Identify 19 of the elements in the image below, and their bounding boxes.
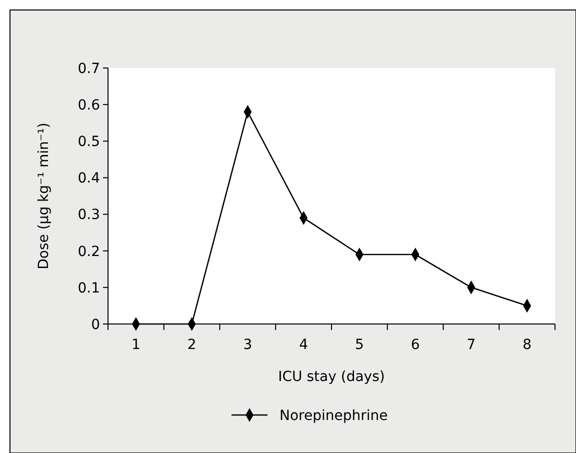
x-tick-label: 1 — [131, 337, 140, 353]
x-tick-label: 2 — [187, 337, 196, 353]
y-axis-title: Dose (μg kg⁻¹ min⁻¹) — [36, 122, 52, 270]
x-tick-label: 7 — [466, 337, 476, 353]
x-tick-label: 6 — [410, 337, 420, 353]
y-tick-label: 0.3 — [78, 207, 100, 224]
x-tick-label: 4 — [299, 337, 308, 353]
y-tick-label: 0.1 — [78, 280, 100, 296]
y-tick-label: 0 — [91, 316, 100, 333]
legend-label: Norepinephrine — [280, 408, 388, 424]
y-tick-label: 0.2 — [78, 244, 100, 260]
y-tick-label: 0.5 — [78, 134, 100, 150]
x-tick-label: 3 — [243, 337, 252, 353]
y-tick-label: 0.7 — [78, 60, 100, 77]
x-tick-label: 8 — [522, 337, 532, 353]
x-tick-label: 5 — [354, 337, 364, 353]
y-tick-label: 0.4 — [78, 170, 100, 187]
x-axis-title: ICU stay (days) — [278, 369, 385, 385]
y-tick-label: 0.6 — [78, 97, 100, 114]
